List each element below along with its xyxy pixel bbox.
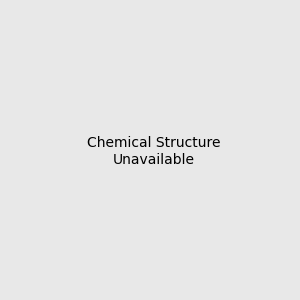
Text: Chemical Structure
Unavailable: Chemical Structure Unavailable (87, 136, 220, 166)
